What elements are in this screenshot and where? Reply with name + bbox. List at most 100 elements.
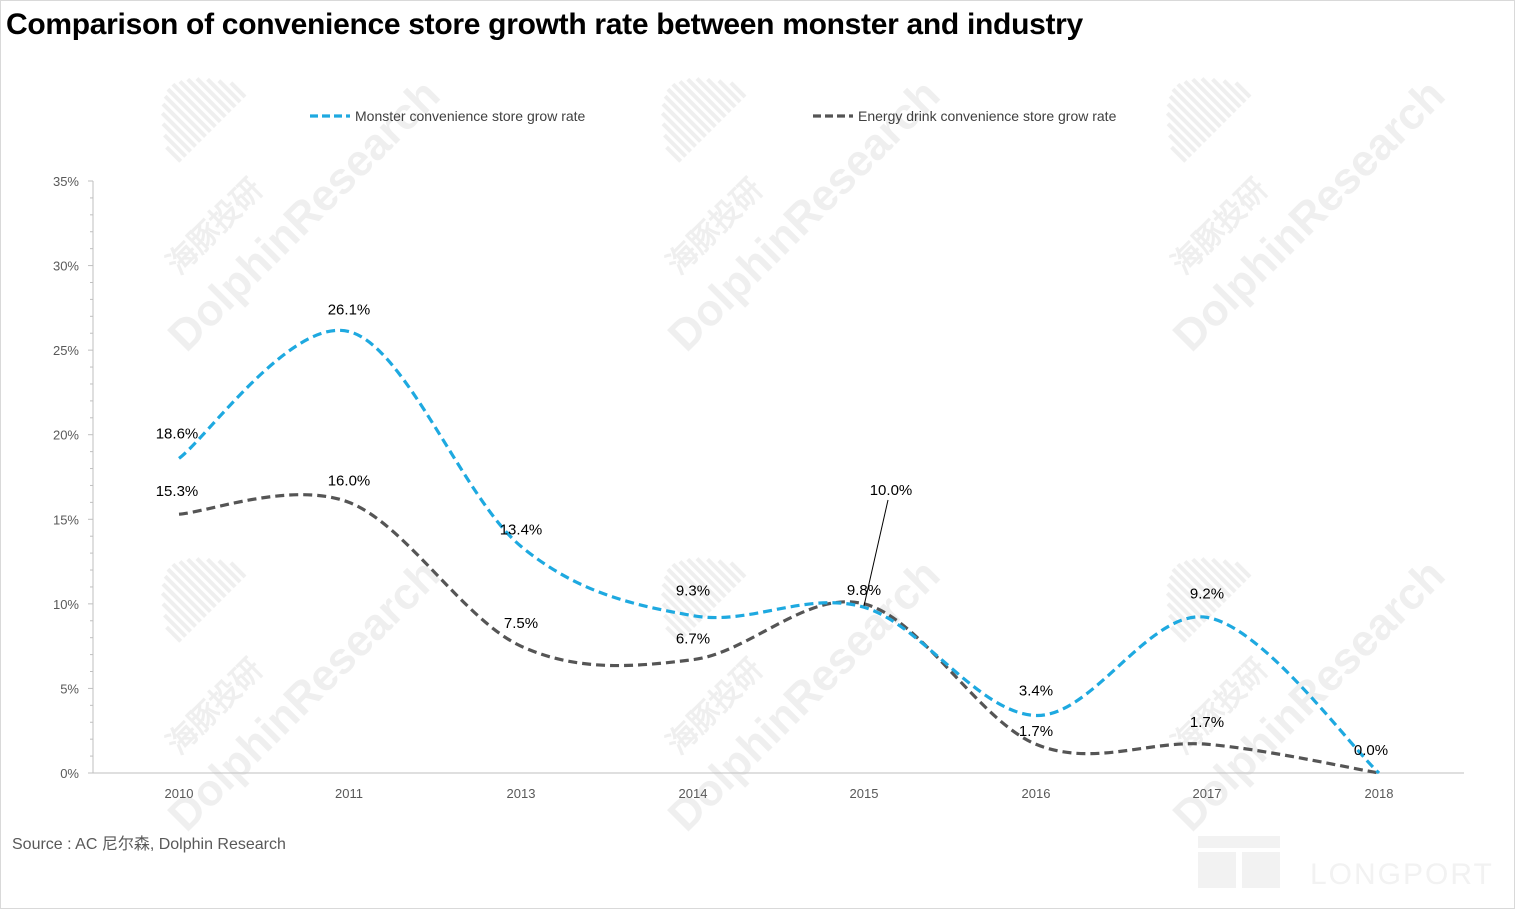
watermark-bar xyxy=(660,111,697,148)
watermark-bar xyxy=(663,133,688,158)
watermark-bar xyxy=(717,559,742,584)
watermark-bar xyxy=(229,81,247,99)
data-label-monster: 18.6% xyxy=(156,425,199,442)
data-label-monster: 0.0% xyxy=(1354,742,1388,759)
brand-logo-block xyxy=(1242,852,1280,888)
watermark-bar xyxy=(1166,102,1207,143)
watermark-bar xyxy=(671,82,717,129)
watermark-bar xyxy=(663,94,707,138)
watermark-bar xyxy=(165,625,183,643)
watermark-bar xyxy=(165,145,183,163)
x-tick-label: 2011 xyxy=(335,786,363,801)
watermark-bar xyxy=(663,613,688,638)
watermark-bar xyxy=(206,77,237,109)
data-labels: 18.6% 26.1% 13.4% 9.3% 9.8% 3.4% 9.2% 0.0% 15.3%… xyxy=(156,302,1388,759)
data-label-energy-drink: 15.3% xyxy=(156,483,199,500)
watermark-bar xyxy=(195,77,232,114)
watermark-bar xyxy=(186,557,227,599)
brand-logo-bar xyxy=(1198,836,1280,848)
watermark-bar xyxy=(1211,557,1242,589)
watermark-bar xyxy=(665,145,683,163)
watermark-bar xyxy=(1234,561,1252,579)
series-line-energy-drink xyxy=(178,493,1380,775)
data-label-energy-drink: 16.0% xyxy=(328,472,371,489)
watermark-bar xyxy=(660,591,697,628)
watermark-bar xyxy=(706,557,737,589)
watermark-bar xyxy=(678,559,722,604)
legend-label-monster: Monster convenience store grow rate xyxy=(355,108,586,124)
watermark-bar xyxy=(1222,79,1247,104)
watermark-bar xyxy=(1183,559,1227,604)
data-label-monster: 9.2% xyxy=(1190,585,1224,602)
watermark-bar xyxy=(1166,602,1198,633)
watermark-bar xyxy=(665,625,683,643)
watermark-bar xyxy=(661,582,702,623)
source-note: Source : AC 尼尔森, Dolphin Research xyxy=(12,836,286,853)
watermark-bar xyxy=(171,82,217,129)
series-lines xyxy=(178,328,1381,775)
x-tick-label: 2018 xyxy=(1365,786,1394,801)
watermark-bar xyxy=(161,602,193,633)
watermark-bar xyxy=(1191,77,1232,119)
brand-logo-block xyxy=(1198,852,1236,888)
watermark-bar xyxy=(706,77,737,109)
watermark-bar xyxy=(1165,111,1202,148)
watermark-bar xyxy=(1170,625,1188,643)
legend: Monster convenience store grow rate Energ… xyxy=(310,108,1117,124)
watermark-bar xyxy=(1168,613,1193,638)
y-tick-label: 25% xyxy=(53,343,79,358)
watermark-bar xyxy=(1200,77,1237,114)
watermark-bar xyxy=(1234,81,1252,99)
watermark-bar xyxy=(166,567,212,614)
watermark-bar xyxy=(1176,82,1222,129)
data-label-energy-drink: 1.7% xyxy=(1190,714,1224,731)
watermark-bar xyxy=(661,102,702,143)
data-label-energy-drink: 10.0% xyxy=(870,482,913,499)
watermark-bar xyxy=(217,559,242,584)
watermark-bar xyxy=(1168,133,1193,158)
y-tick-label: 30% xyxy=(53,259,79,274)
x-tick-label: 2013 xyxy=(507,786,536,801)
watermark-bar xyxy=(678,79,722,124)
watermark-bar xyxy=(195,557,232,594)
x-tick-label: 2010 xyxy=(165,786,194,801)
watermark-bar xyxy=(695,557,732,594)
data-label-monster: 9.3% xyxy=(676,583,710,600)
y-tick-label: 35% xyxy=(53,174,79,189)
leader-lines xyxy=(863,499,889,606)
watermark-bar xyxy=(1200,557,1237,594)
watermark-bar xyxy=(163,574,207,618)
watermark-bar xyxy=(1171,567,1217,614)
watermark-bar xyxy=(1171,87,1217,134)
watermark-bar xyxy=(178,79,222,124)
data-label-energy-drink: 7.5% xyxy=(504,615,538,632)
watermark-bar xyxy=(1166,122,1198,153)
watermark-bar xyxy=(1168,94,1212,138)
watermark-bar xyxy=(1222,559,1247,584)
watermark-bar xyxy=(695,77,732,114)
watermark-bar xyxy=(1191,557,1232,599)
watermark-bar xyxy=(217,79,242,104)
watermark-bar xyxy=(161,122,193,153)
data-label-monster: 9.8% xyxy=(847,582,881,599)
y-tick-label: 10% xyxy=(53,597,79,612)
watermark-bar xyxy=(186,77,227,119)
chart-title: Comparison of convenience store growth r… xyxy=(6,8,1083,41)
x-tick-label: 2015 xyxy=(850,786,879,801)
data-label-energy-drink: 6.7% xyxy=(676,631,710,648)
watermark-bar xyxy=(686,557,727,599)
watermark-bar xyxy=(666,567,712,614)
watermark-bar xyxy=(166,87,212,134)
label-leader-line xyxy=(863,499,889,606)
watermark-bar xyxy=(666,87,712,134)
watermark-bar xyxy=(1170,145,1188,163)
watermark-bar xyxy=(160,111,197,148)
x-tick-label: 2017 xyxy=(1193,786,1222,801)
watermark-bar xyxy=(1211,77,1242,109)
